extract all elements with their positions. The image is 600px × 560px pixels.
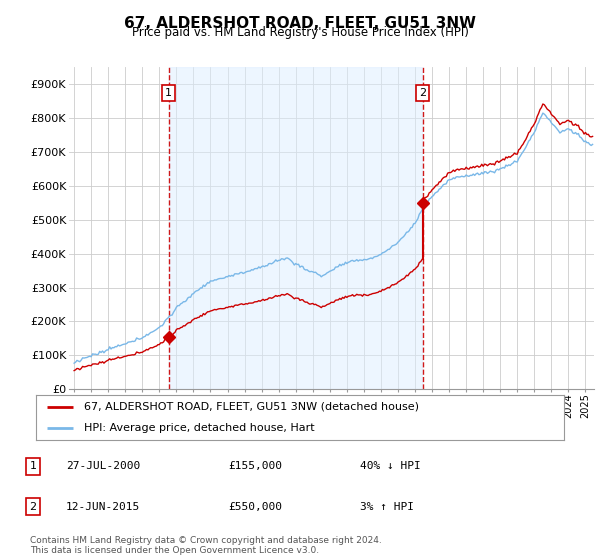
Text: Price paid vs. HM Land Registry's House Price Index (HPI): Price paid vs. HM Land Registry's House … <box>131 26 469 39</box>
Text: 2: 2 <box>419 88 426 98</box>
Text: This data is licensed under the Open Government Licence v3.0.: This data is licensed under the Open Gov… <box>30 546 319 555</box>
Text: 67, ALDERSHOT ROAD, FLEET, GU51 3NW: 67, ALDERSHOT ROAD, FLEET, GU51 3NW <box>124 16 476 31</box>
Text: 3% ↑ HPI: 3% ↑ HPI <box>360 502 414 512</box>
Text: 1: 1 <box>165 88 172 98</box>
Text: 67, ALDERSHOT ROAD, FLEET, GU51 3NW (detached house): 67, ALDERSHOT ROAD, FLEET, GU51 3NW (det… <box>83 402 419 412</box>
Text: 27-JUL-2000: 27-JUL-2000 <box>66 461 140 472</box>
Text: £155,000: £155,000 <box>228 461 282 472</box>
Text: 1: 1 <box>29 461 37 472</box>
Text: HPI: Average price, detached house, Hart: HPI: Average price, detached house, Hart <box>83 423 314 433</box>
Text: £550,000: £550,000 <box>228 502 282 512</box>
Text: 2: 2 <box>29 502 37 512</box>
Text: 12-JUN-2015: 12-JUN-2015 <box>66 502 140 512</box>
Text: 40% ↓ HPI: 40% ↓ HPI <box>360 461 421 472</box>
Text: Contains HM Land Registry data © Crown copyright and database right 2024.: Contains HM Land Registry data © Crown c… <box>30 536 382 545</box>
